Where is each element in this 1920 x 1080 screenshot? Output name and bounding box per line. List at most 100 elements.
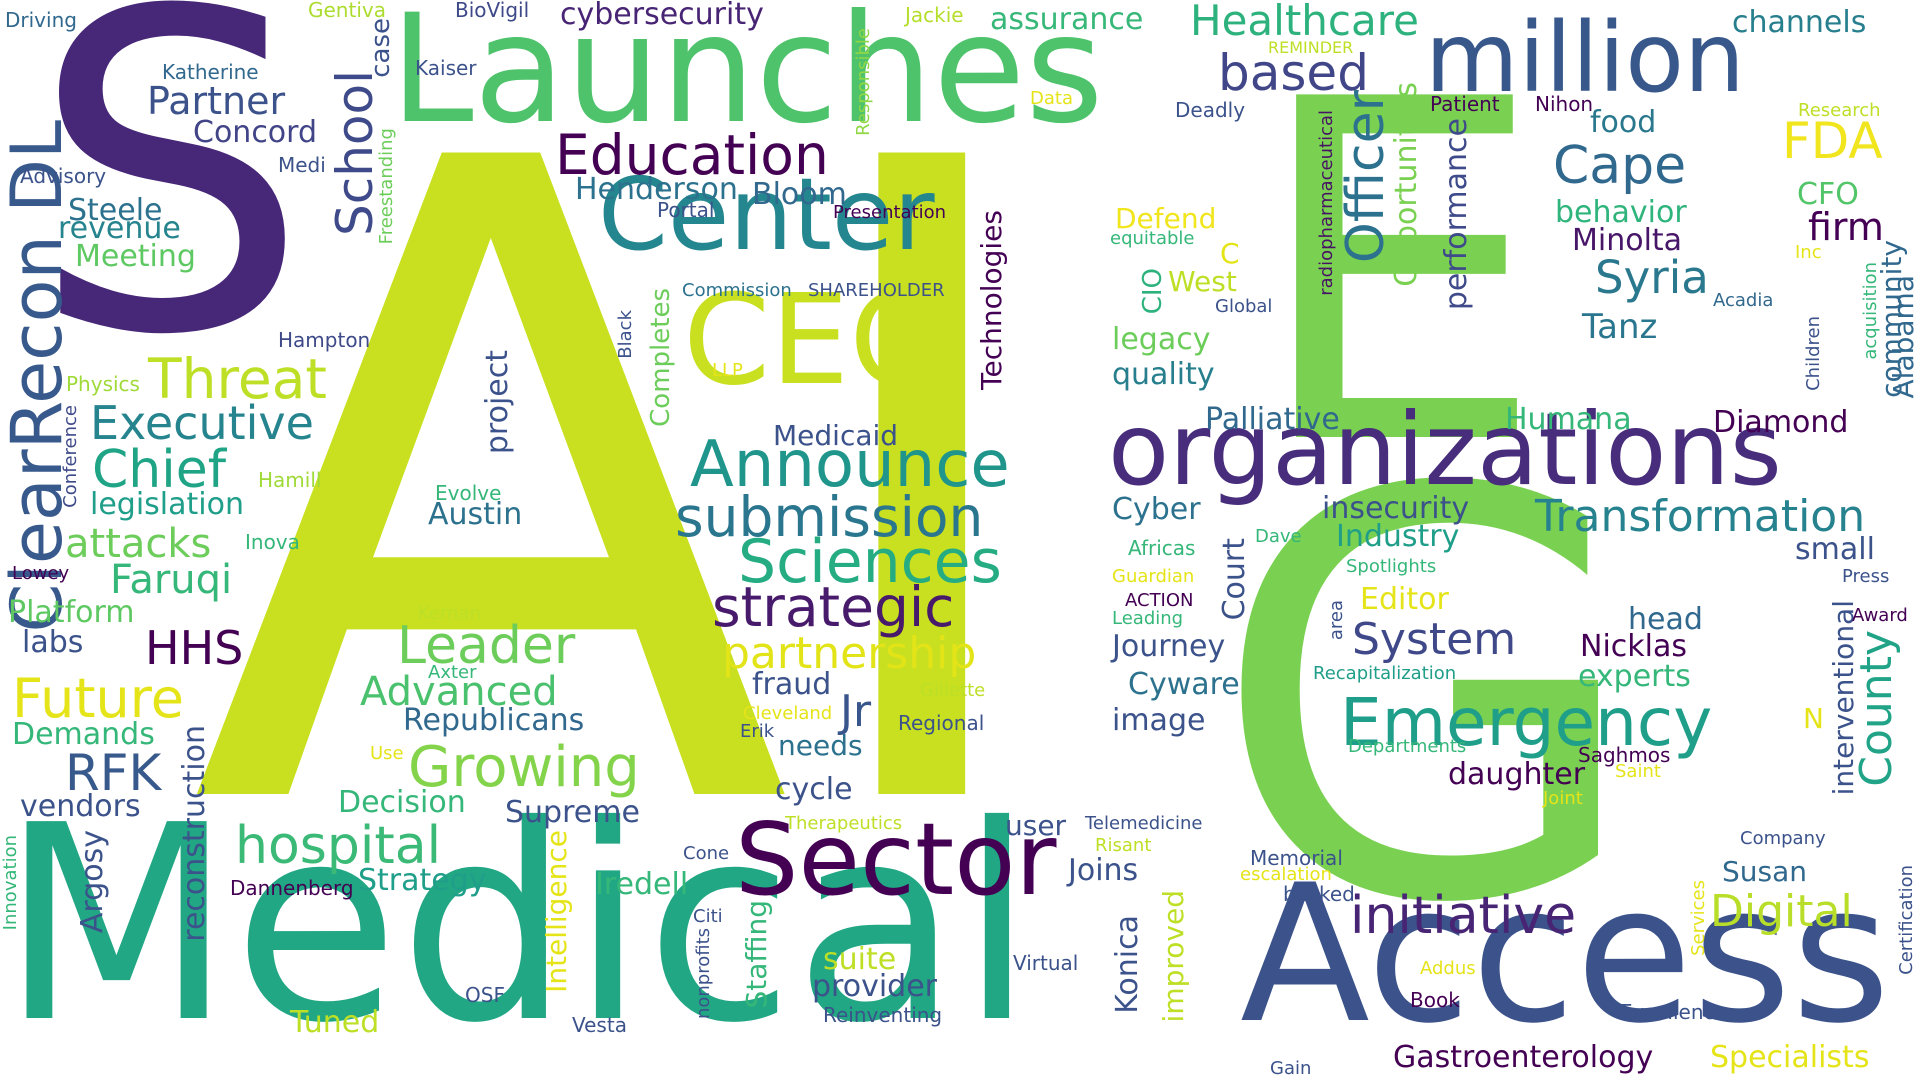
word: Diamond [1713, 405, 1849, 440]
word: Virtual [1013, 951, 1079, 975]
word: labs [22, 625, 84, 660]
word: Saint [1615, 761, 1661, 782]
word: SHAREHOLDER [808, 280, 945, 301]
word: based [1218, 44, 1369, 102]
word: Concord [193, 115, 318, 150]
word: Chief [92, 440, 227, 500]
word: cybersecurity [560, 0, 764, 32]
word: Black [615, 310, 636, 359]
word: Konica [1110, 915, 1145, 1014]
word: Staffing [740, 900, 773, 1009]
word: Cyber [1112, 492, 1201, 527]
word: strategic [712, 575, 955, 639]
word: hospital [235, 816, 442, 876]
word: Sector [735, 801, 1057, 918]
word: Syria [1595, 251, 1709, 304]
word: Officer [1336, 90, 1396, 264]
word: Use [370, 743, 404, 764]
word: Hamill [258, 468, 322, 492]
word: Kaiser [415, 56, 477, 80]
word: area [1326, 600, 1347, 641]
word: Advanced [360, 669, 558, 715]
word: System [1352, 614, 1517, 665]
word: Susan [1722, 855, 1808, 888]
word: Company [1740, 828, 1826, 849]
word: backed [1283, 882, 1355, 906]
word: S [30, 0, 310, 431]
word: Transformation [1535, 491, 1866, 542]
word: small [1795, 532, 1875, 567]
word: behavior [1555, 195, 1687, 230]
word: Partner [147, 79, 286, 123]
word: CIO [1138, 268, 1168, 315]
word: CFO [1797, 177, 1859, 212]
word: Argosy [75, 830, 110, 934]
word: Guardian [1112, 566, 1195, 587]
word: experts [1578, 659, 1691, 694]
word: improved [1157, 890, 1190, 1023]
word: AI [190, 0, 1052, 1002]
word: Departments [1348, 736, 1467, 757]
word: Completes [646, 288, 676, 427]
word: Vesta [572, 1013, 627, 1037]
word: E [1250, 1, 1547, 548]
word: C [1220, 237, 1240, 270]
word: N [1803, 702, 1824, 735]
word: Acadia [1713, 290, 1774, 311]
word: Services [1688, 880, 1709, 956]
word: performance [1439, 118, 1474, 311]
word: image [1112, 703, 1206, 738]
word: Therapeutics [785, 813, 903, 834]
word: Deadly [1175, 98, 1246, 122]
word: Platform [8, 595, 135, 630]
word: attacks [65, 521, 212, 567]
word: Award [1852, 605, 1908, 626]
word: Announce [690, 428, 1010, 502]
word: Medical [0, 767, 1035, 1080]
word: Medi [278, 153, 326, 177]
word: Gain [1270, 1058, 1312, 1079]
word: Book [1410, 988, 1460, 1012]
word: Hampton [278, 328, 371, 352]
word: Supreme [505, 795, 640, 830]
word: Tanz [1582, 307, 1658, 347]
word: Presentation [833, 202, 947, 223]
word: Leader [397, 616, 576, 676]
word: Threat [148, 347, 327, 411]
word: insecurity [1322, 491, 1470, 526]
word: Austin [428, 497, 523, 532]
word: Saghmos [1578, 743, 1671, 767]
word: Recapitalization [1313, 663, 1457, 684]
word: Industry [1336, 519, 1460, 554]
word: Children [1803, 316, 1824, 391]
word: Jackie [905, 3, 964, 27]
word: Inova [245, 530, 300, 554]
word: needs [778, 729, 863, 762]
word: Medicaid [773, 419, 899, 452]
word: daughter [1448, 757, 1586, 792]
word: Sciences [738, 527, 1002, 597]
word: Bloom [752, 177, 847, 212]
word: Commission [682, 280, 792, 301]
word: Strategy [358, 863, 487, 898]
word: Intelligence [540, 830, 573, 993]
word: submission [675, 485, 984, 549]
word: Palliative [1205, 402, 1340, 437]
word: REMINDER [1268, 38, 1354, 57]
word: equitable [1110, 228, 1195, 249]
word: Center [598, 156, 935, 273]
word: assurance [990, 2, 1144, 37]
word: Data [1030, 88, 1073, 109]
word: Freestanding [376, 128, 397, 245]
word: Excellence [1620, 1000, 1727, 1024]
word: Nihon [1535, 92, 1594, 116]
word: Driving [5, 8, 77, 32]
word: cycle [775, 772, 853, 807]
word: Iredell [595, 867, 689, 902]
word: Innovation [0, 835, 21, 931]
word: BioVigil [455, 0, 530, 22]
word: HHS [145, 621, 244, 675]
word: Physics [66, 372, 140, 396]
word: Certification [1896, 865, 1917, 975]
word: Specialists [1710, 1040, 1870, 1075]
